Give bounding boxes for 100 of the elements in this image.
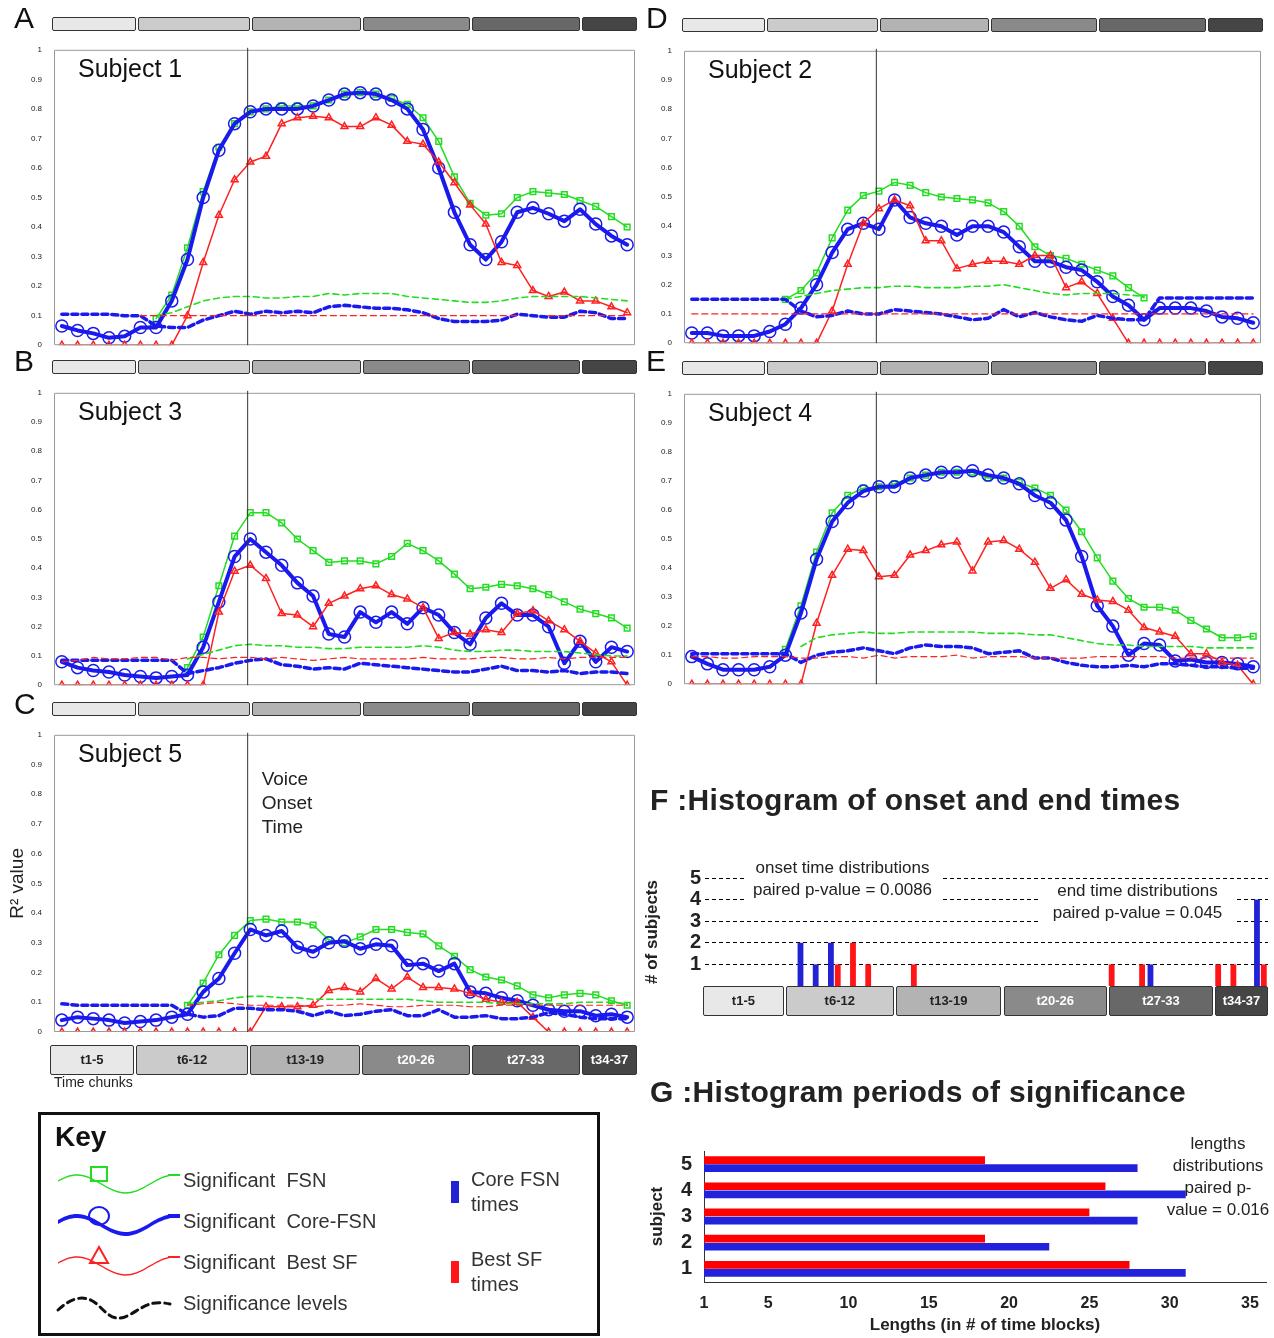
- point: [1124, 605, 1133, 613]
- point: [1090, 275, 1105, 289]
- point: [827, 570, 837, 579]
- point: [306, 589, 320, 603]
- y-tick-label: 0.7: [30, 133, 43, 143]
- point: [324, 985, 334, 994]
- point: [1046, 583, 1055, 592]
- point: [560, 624, 569, 633]
- point: [243, 922, 258, 937]
- point: [55, 1013, 69, 1027]
- point: [844, 491, 852, 500]
- y-tick-label: 0.1: [30, 997, 43, 1007]
- chart-title: F :Histogram of onset and end times: [650, 783, 1181, 817]
- point: [1031, 243, 1039, 251]
- point: [1152, 638, 1167, 652]
- y-tick-label: 0.2: [660, 621, 673, 631]
- point: [828, 509, 836, 517]
- point: [906, 181, 914, 189]
- point: [308, 1000, 318, 1008]
- point: [133, 669, 148, 684]
- point: [55, 319, 69, 333]
- point: [1028, 488, 1042, 503]
- point: [482, 583, 490, 591]
- point: [1061, 282, 1071, 291]
- point: [418, 982, 428, 991]
- point: [937, 540, 946, 548]
- point: [934, 465, 949, 479]
- point: [306, 945, 320, 959]
- y-tick-label: 1: [689, 951, 701, 974]
- point: [592, 609, 600, 618]
- text: t13-19: [250, 1045, 361, 1075]
- bar: [865, 964, 872, 986]
- chart-title: G :Histogram periods of significance: [650, 1075, 1186, 1109]
- point: [794, 606, 808, 620]
- point: [70, 323, 85, 338]
- y-tick-label: 0: [667, 679, 673, 689]
- point: [479, 986, 493, 1001]
- point: [322, 627, 336, 641]
- point: [450, 173, 458, 181]
- point: [1171, 606, 1179, 614]
- point: [1202, 648, 1211, 657]
- point: [371, 973, 381, 982]
- point: [510, 205, 524, 220]
- point: [117, 329, 132, 344]
- point: [560, 991, 568, 999]
- point: [526, 608, 540, 622]
- y-tick-label: 0.8: [30, 789, 43, 799]
- y-tick-label: 1: [667, 46, 673, 55]
- point: [372, 560, 380, 568]
- y-tick-label: 0: [37, 340, 43, 350]
- text: D: [646, 1, 668, 34]
- x-tick-label: 5: [763, 1294, 773, 1312]
- point: [1186, 648, 1196, 657]
- point: [450, 570, 458, 578]
- point: [416, 600, 430, 615]
- y-tick-label: 0: [37, 680, 43, 690]
- point: [1140, 603, 1148, 611]
- point: [494, 235, 509, 249]
- point: [576, 605, 584, 613]
- chart-title: Subject 3: [78, 397, 183, 426]
- point: [431, 964, 446, 978]
- y-tick-label: 0.9: [660, 75, 673, 85]
- point: [1155, 627, 1164, 635]
- point: [293, 112, 302, 121]
- y-tick-label: 0.3: [30, 251, 43, 261]
- point: [322, 936, 336, 950]
- x-axis-title: Lengths (in # of time blocks): [869, 1315, 1101, 1335]
- y-tick-label: 4: [680, 1177, 693, 1200]
- point: [856, 484, 871, 498]
- point: [856, 216, 871, 231]
- point: [494, 991, 509, 1005]
- y-tick-label: 0.9: [30, 74, 43, 84]
- y-tick-label: 0.9: [660, 418, 673, 428]
- bar: [1254, 899, 1260, 986]
- point: [356, 557, 364, 565]
- point: [180, 252, 195, 267]
- chart-title: Subject 1: [78, 54, 183, 83]
- point: [1152, 301, 1167, 315]
- y-tick-label: 0.6: [30, 504, 43, 514]
- point: [1108, 596, 1118, 605]
- y-tick-label: 0.3: [660, 250, 673, 260]
- point: [874, 203, 884, 212]
- point: [196, 640, 210, 654]
- point: [435, 137, 443, 145]
- point: [274, 102, 289, 116]
- legend-label: Best SF times: [471, 1247, 544, 1297]
- point: [481, 994, 491, 1003]
- point: [1093, 266, 1101, 274]
- point: [369, 615, 383, 630]
- point: [387, 120, 396, 128]
- point: [1137, 636, 1151, 651]
- point: [620, 1010, 634, 1024]
- point: [528, 605, 538, 614]
- point: [497, 257, 506, 266]
- point: [604, 229, 619, 243]
- point: [887, 479, 902, 494]
- point: [607, 302, 616, 310]
- x-tick-label: 30: [1160, 1294, 1179, 1312]
- point: [1030, 557, 1040, 565]
- annotation: end time distributions paired p-value = 0.045: [1040, 880, 1235, 924]
